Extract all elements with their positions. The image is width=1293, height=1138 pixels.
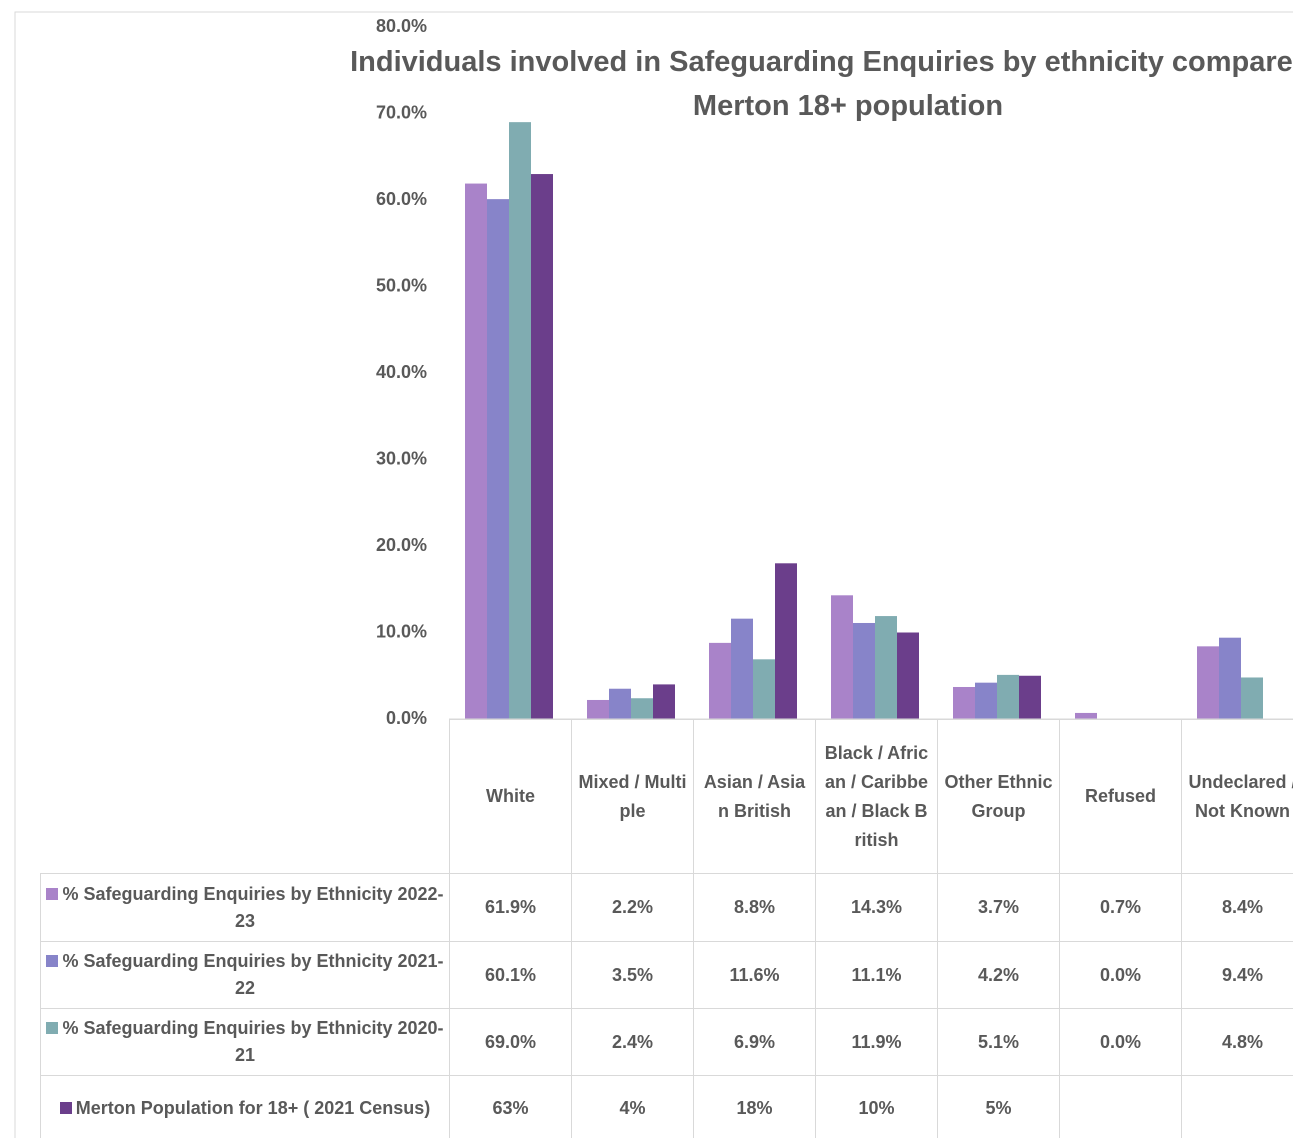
category-label: Undeclared / Not Known [1181, 719, 1293, 874]
y-tick-label: 60.0% [376, 189, 427, 209]
header-row: White Mixed / Multiple Asian / Asian Briti… [40, 719, 1293, 874]
bar [731, 618, 753, 719]
chart-border [14, 11, 1293, 1138]
corner-cell [40, 719, 450, 874]
category-label: Mixed / Multiple [571, 719, 694, 874]
value-cell: 0.7% [1059, 873, 1182, 942]
legend-label: Merton Population for 18+ ( 2021 Census) [75, 1098, 431, 1118]
table-row: % Safeguarding Enquiries by Ethnicity 20… [40, 873, 1293, 942]
value-cell: 2.4% [571, 1008, 694, 1076]
bar [1075, 712, 1097, 719]
value-cell: 3.5% [571, 941, 694, 1009]
value-cell: 2.2% [571, 873, 694, 942]
bar [997, 674, 1019, 719]
value-cell: 10% [815, 1075, 938, 1138]
value-cell: 8.4% [1181, 873, 1293, 942]
legend-swatch [59, 1102, 72, 1114]
bar [465, 183, 487, 719]
value-cell: 6.9% [693, 1008, 816, 1076]
value-cell: 11.1% [815, 941, 938, 1009]
legend-entry: % Safeguarding Enquiries by Ethnicity 20… [40, 941, 450, 1009]
value-cell: 18% [693, 1075, 816, 1138]
value-cell: 4.2% [937, 941, 1060, 1009]
bar [775, 563, 797, 719]
legend-label: % Safeguarding Enquiries by Ethnicity 20… [62, 951, 444, 998]
value-cell: 11.6% [693, 941, 816, 1009]
category-label: Other Ethnic Group [937, 719, 1060, 874]
bar [831, 595, 853, 719]
legend-swatch [46, 955, 59, 967]
y-tick-label: 70.0% [376, 102, 427, 122]
table-row: % Safeguarding Enquiries by Ethnicity 20… [40, 1008, 1293, 1076]
bar [953, 686, 975, 719]
value-cell: 0.0% [1059, 941, 1182, 1009]
bar [587, 699, 609, 719]
bar [897, 632, 919, 719]
category-label: White [449, 719, 572, 874]
table-row: Merton Population for 18+ ( 2021 Census)… [40, 1075, 1293, 1138]
value-cell: 4.8% [1181, 1008, 1293, 1076]
y-tick-label: 80.0% [376, 16, 427, 36]
value-cell: 61.9% [449, 873, 572, 942]
value-cell: 63% [449, 1075, 572, 1138]
y-tick-label: 10.0% [376, 621, 427, 641]
category-label: Black / African / Caribbean / Black Brit… [815, 719, 938, 874]
value-cell: 4% [571, 1075, 694, 1138]
table-row: % Safeguarding Enquiries by Ethnicity 20… [40, 941, 1293, 1009]
y-tick-label: 30.0% [376, 448, 427, 468]
data-table: White Mixed / Multiple Asian / Asian Briti… [40, 719, 1293, 1138]
bar [753, 659, 775, 719]
y-tick-label: 40.0% [376, 362, 427, 382]
value-cell: 9.4% [1181, 941, 1293, 1009]
bar [975, 682, 997, 719]
value-cell: 5.1% [937, 1008, 1060, 1076]
bar [1019, 675, 1041, 719]
value-cell [1181, 1075, 1293, 1138]
bar [487, 199, 509, 719]
legend-entry: Merton Population for 18+ ( 2021 Census) [40, 1075, 450, 1138]
value-cell: 5% [937, 1075, 1060, 1138]
bar [653, 684, 675, 719]
y-tick-label: 20.0% [376, 535, 427, 555]
value-cell: 11.9% [815, 1008, 938, 1076]
category-label: Asian / Asian British [693, 719, 816, 874]
value-cell: 0.0% [1059, 1008, 1182, 1076]
value-cell [1059, 1075, 1182, 1138]
value-cell: 69.0% [449, 1008, 572, 1076]
legend-label: % Safeguarding Enquiries by Ethnicity 20… [62, 883, 444, 931]
bar [609, 688, 631, 719]
legend-entry: % Safeguarding Enquiries by Ethnicity 20… [40, 873, 450, 942]
value-cell: 14.3% [815, 873, 938, 942]
legend-swatch [46, 1022, 59, 1034]
bar [531, 174, 553, 720]
legend-entry: % Safeguarding Enquiries by Ethnicity 20… [40, 1008, 450, 1076]
bar [1219, 637, 1241, 719]
bar [631, 698, 653, 719]
bar [853, 622, 875, 719]
bar [875, 616, 897, 719]
legend-swatch [46, 887, 59, 900]
legend-label: % Safeguarding Enquiries by Ethnicity 20… [62, 1018, 444, 1065]
bar [1197, 646, 1219, 719]
bar [709, 642, 731, 719]
value-cell: 8.8% [693, 873, 816, 942]
bar [1241, 677, 1263, 719]
bar [509, 122, 531, 719]
value-cell: 3.7% [937, 873, 1060, 942]
chart-title: Individuals involved in Safeguarding Enq… [350, 46, 1293, 122]
y-tick-label: 50.0% [376, 275, 427, 295]
value-cell: 60.1% [449, 941, 572, 1009]
category-label: Refused [1059, 719, 1182, 874]
